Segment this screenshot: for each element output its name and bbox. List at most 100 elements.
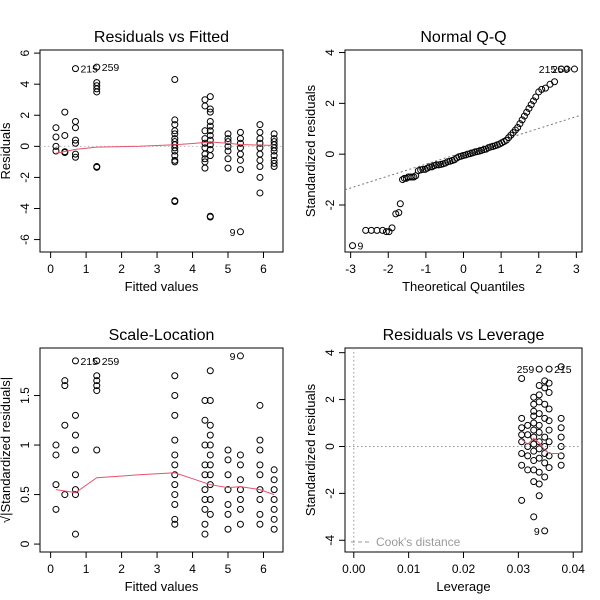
smooth-line [55, 472, 275, 496]
data-point [527, 101, 535, 109]
y-axis-label: Residuals [0, 122, 13, 180]
panel-4: 0.00 0.01 0.02 0.03 0.04 -4 -2 0 2 4 Residuals vs … [303, 327, 585, 594]
data-point [206, 152, 214, 160]
data-point [529, 97, 537, 105]
data-point [201, 461, 209, 469]
data-point [224, 525, 232, 533]
x-tick-label: 3 [154, 562, 161, 576]
data-point [71, 471, 79, 479]
data-point [201, 396, 209, 404]
data-point [395, 209, 403, 217]
x-tick-label: -3 [345, 262, 356, 276]
data-point [71, 153, 79, 161]
point-label: 259 [102, 356, 120, 368]
y-tick-label: -2 [323, 488, 337, 499]
data-point [71, 117, 79, 125]
chart-title: Normal Q-Q [420, 29, 506, 46]
point-label: 9 [358, 241, 364, 253]
data-point [270, 144, 278, 152]
data-point [270, 496, 278, 504]
data-point [256, 510, 264, 518]
y-tick-label: 1.5 [18, 387, 32, 404]
data-point [171, 520, 179, 528]
data-point [201, 530, 209, 538]
data-point [93, 382, 101, 390]
data-point [541, 433, 549, 441]
data-point [270, 466, 278, 474]
data-point [206, 136, 214, 144]
data-point [93, 377, 101, 385]
data-point [206, 481, 214, 489]
y-tick-label: 4 [18, 81, 32, 88]
y-tick-label: 0.5 [18, 486, 32, 503]
data-point [236, 139, 244, 147]
y-tick-label: 6 [18, 49, 32, 56]
data-point [236, 150, 244, 158]
x-tick-label: 0.04 [562, 562, 586, 576]
y-tick-label: 2 [18, 112, 32, 119]
data-point [171, 130, 179, 138]
data-point [206, 510, 214, 518]
data-point [525, 104, 533, 112]
data-point [410, 173, 418, 181]
x-tick-label: 1 [83, 262, 90, 276]
data-point [557, 461, 565, 469]
data-point [206, 441, 214, 449]
data-point [408, 173, 416, 181]
data-point [171, 515, 179, 523]
data-point [270, 130, 278, 138]
data-point [256, 446, 264, 454]
data-point [516, 120, 524, 128]
x-tick-label: 2 [118, 262, 125, 276]
x-tick-label: 4 [189, 262, 196, 276]
data-point [535, 421, 543, 429]
y-tick-label: 4 [323, 349, 337, 356]
data-point [206, 127, 214, 135]
data-point [201, 505, 209, 513]
x-tick-label: 0 [47, 262, 54, 276]
plot-frame [39, 347, 284, 553]
data-point [201, 155, 209, 163]
data-point [201, 164, 209, 172]
data-point [362, 226, 370, 234]
x-tick-label: 2 [118, 562, 125, 576]
data-point [542, 84, 550, 92]
data-point [535, 480, 543, 488]
data-point [206, 461, 214, 469]
data-point [71, 431, 79, 439]
point-label: 215 [80, 64, 98, 76]
y-tick-label: 0 [18, 143, 32, 150]
data-point [224, 147, 232, 155]
data-point [256, 150, 264, 158]
data-point [206, 496, 214, 504]
data-point [52, 147, 60, 155]
data-point [535, 492, 543, 500]
smooth-line [55, 141, 275, 154]
x-axis-label: Leverage [436, 579, 490, 594]
data-point [518, 116, 526, 124]
data-point [236, 135, 244, 143]
data-point [171, 461, 179, 469]
data-point [52, 451, 60, 459]
data-point [541, 527, 549, 535]
data-points [349, 65, 578, 250]
data-point [71, 65, 79, 73]
x-tick-label: 0 [47, 562, 54, 576]
data-point [256, 189, 264, 197]
y-tick-label: 2 [323, 100, 337, 107]
data-point [545, 365, 553, 373]
chart-title: Residuals vs Fitted [94, 29, 229, 46]
data-point [538, 85, 546, 93]
point-label: 259 [102, 62, 120, 74]
data-point [61, 491, 69, 499]
x-tick-label: 4 [189, 562, 196, 576]
data-point [396, 200, 404, 208]
data-point [530, 433, 538, 441]
data-point [570, 65, 578, 73]
x-tick-label: 0 [460, 262, 467, 276]
data-point [171, 411, 179, 419]
data-point [171, 436, 179, 444]
y-tick-label: -6 [18, 234, 32, 245]
data-point [201, 471, 209, 479]
data-point [557, 442, 565, 450]
